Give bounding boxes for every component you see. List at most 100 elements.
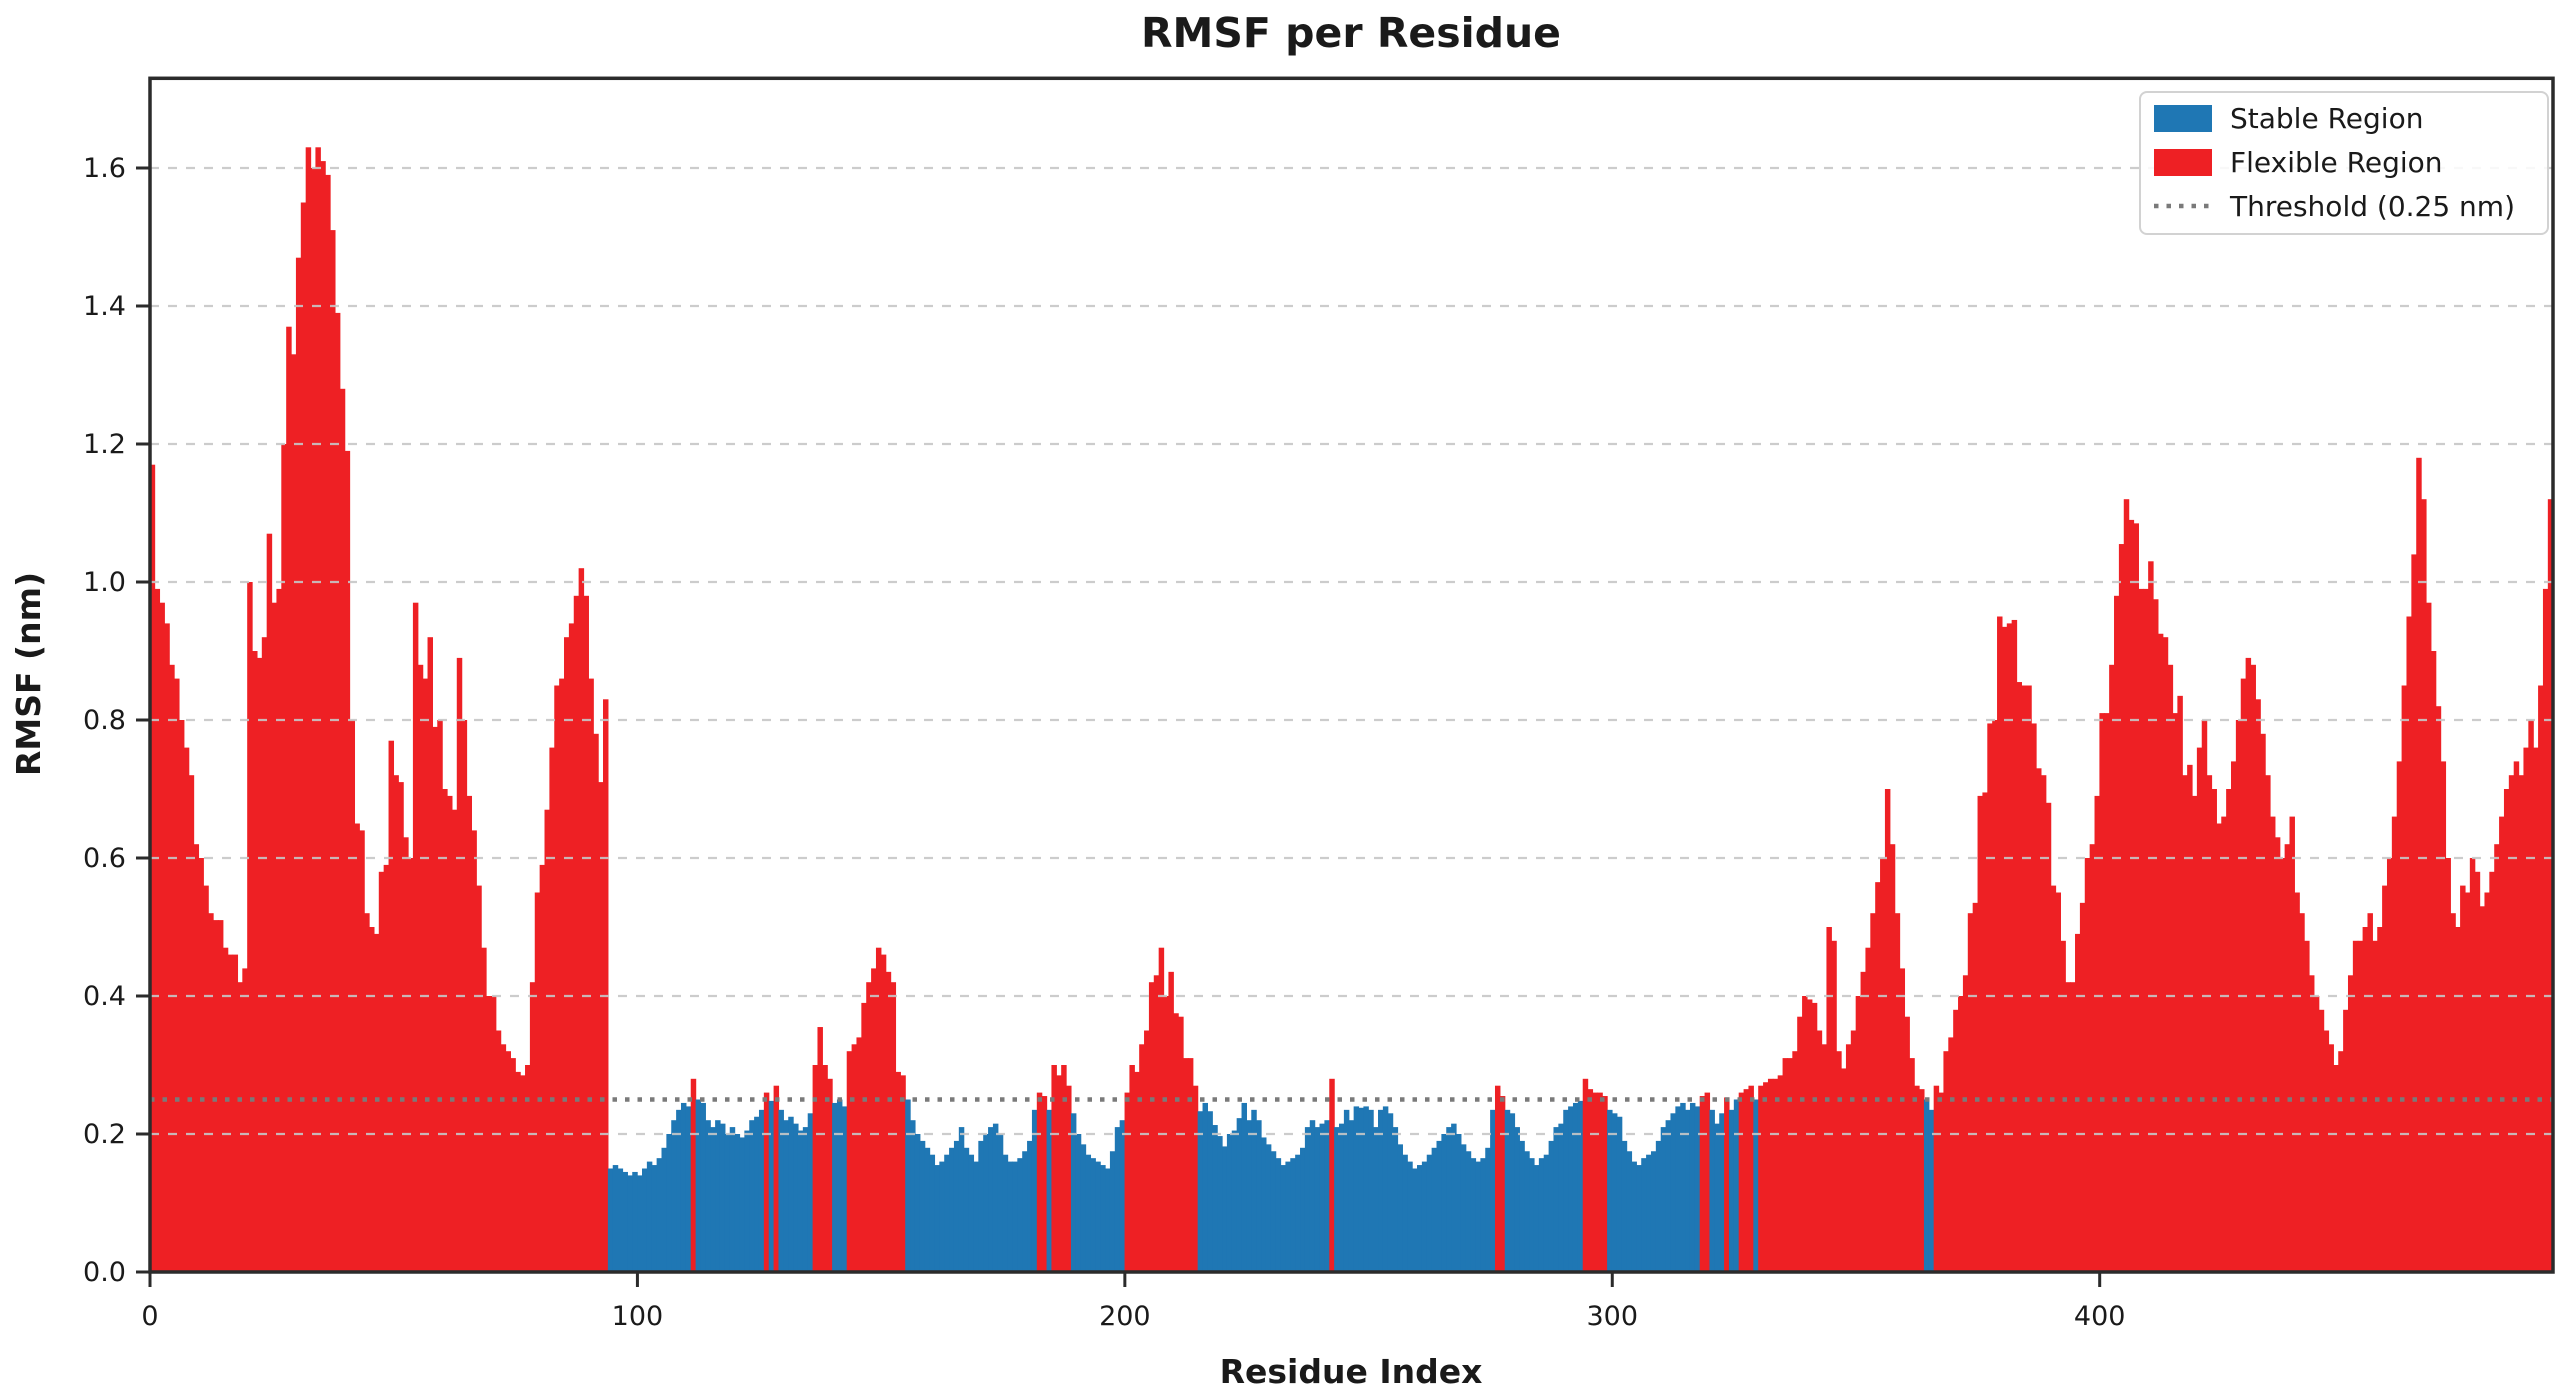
y-axis-ticks: 0.0 0.2 0.4 0.6 0.8 1.0 1.2 1.4 1.6	[83, 153, 149, 1288]
bar-residue-440	[2294, 892, 2300, 1272]
bar-residue-298	[1602, 1096, 1608, 1272]
bar-residue-187	[1061, 1065, 1067, 1272]
bar-residue-102	[646, 1161, 653, 1272]
bar-residue-112	[695, 1099, 702, 1272]
bar-residue-243	[1334, 1127, 1340, 1272]
bar-residue-10	[198, 858, 204, 1272]
bar-residue-149	[875, 947, 882, 1272]
bar-residue-254	[1387, 1113, 1394, 1272]
bar-residue-48	[383, 864, 390, 1272]
bar-residue-478	[2479, 906, 2486, 1272]
bar-residue-199	[1119, 1120, 1126, 1272]
bar-residue-483	[2503, 789, 2510, 1272]
bar-residue-167	[963, 1147, 970, 1272]
bar-residue-114	[705, 1120, 711, 1272]
bar-residue-51	[398, 782, 404, 1272]
bar-residue-316	[1689, 1102, 1696, 1272]
bar-residue-371	[1958, 996, 1964, 1272]
bar-residue-388	[2040, 775, 2047, 1272]
bar-residue-408	[2138, 588, 2144, 1272]
bar-residue-172	[988, 1127, 994, 1272]
bar-residue-19	[242, 968, 248, 1272]
bar-residue-321	[1714, 1123, 1720, 1272]
bar-residue-20	[247, 582, 253, 1272]
bar-residue-460	[2391, 816, 2398, 1272]
bar-residue-162	[939, 1161, 945, 1272]
bar-residue-52	[403, 837, 409, 1272]
bar-residue-301	[1616, 1116, 1623, 1272]
bar-residue-131	[788, 1116, 794, 1272]
bar-residue-411	[2153, 599, 2159, 1272]
bar-residue-100	[637, 1175, 643, 1272]
bar-residue-198	[1114, 1127, 1121, 1272]
bar-residue-436	[2274, 837, 2281, 1272]
bar-residue-422	[2206, 775, 2213, 1272]
bar-residue-121	[739, 1137, 745, 1272]
bar-residue-281	[1519, 1140, 1525, 1272]
bar-residue-69	[486, 996, 492, 1272]
bar-residue-152	[890, 982, 897, 1272]
bar-residue-85	[564, 637, 570, 1272]
bar-residue-464	[2411, 554, 2417, 1272]
bar-residue-324	[1728, 1109, 1735, 1272]
bar-residue-396	[2079, 902, 2086, 1272]
bar-residue-44	[364, 913, 370, 1272]
bar-residue-468	[2430, 651, 2437, 1272]
bar-residue-363	[1919, 1089, 1925, 1272]
bar-residue-264	[1436, 1140, 1442, 1272]
bar-residue-352	[1865, 947, 1871, 1272]
bar-residue-434	[2265, 775, 2271, 1272]
bar-residue-42	[354, 823, 360, 1272]
bar-residue-182	[1036, 1092, 1043, 1272]
y-tick-label-0.6: 0.6	[83, 843, 126, 874]
bar-residue-295	[1587, 1089, 1594, 1272]
bar-residue-205	[1148, 982, 1155, 1272]
bar-residue-190	[1075, 1134, 1082, 1272]
bar-residue-355	[1880, 858, 1886, 1272]
bar-residue-420	[2196, 747, 2203, 1272]
bar-residue-210	[1173, 1013, 1179, 1272]
bar-residue-143	[846, 1051, 853, 1272]
bar-residue-180	[1027, 1140, 1033, 1272]
bar-residue-386	[2031, 723, 2037, 1272]
bar-residue-268	[1456, 1134, 1462, 1272]
bar-residue-86	[568, 623, 575, 1272]
bar-residue-76	[520, 1075, 526, 1272]
bar-residue-178	[1017, 1158, 1023, 1272]
bar-residue-99	[632, 1171, 638, 1272]
bar-residue-67	[476, 885, 482, 1272]
bar-residue-367	[1938, 1092, 1945, 1272]
bar-residue-283	[1529, 1158, 1535, 1272]
bar-residue-124	[754, 1116, 760, 1272]
bar-residue-459	[2386, 858, 2393, 1272]
bar-residue-437	[2279, 858, 2286, 1272]
bar-residue-265	[1441, 1134, 1447, 1272]
bar-residue-294	[1582, 1078, 1589, 1272]
bar-residue-353	[1870, 913, 1876, 1272]
bar-residue-130	[783, 1120, 789, 1272]
legend-label-stable: Stable Region	[2230, 102, 2423, 135]
bar-residue-293	[1577, 1100, 1584, 1272]
bar-residue-417	[2182, 775, 2188, 1272]
bar-residue-171	[983, 1134, 989, 1272]
bar-residue-21	[252, 651, 258, 1272]
bar-residue-186	[1056, 1075, 1062, 1272]
bar-residue-380	[2001, 626, 2008, 1272]
bar-residue-290	[1563, 1109, 1569, 1272]
bar-residue-457	[2377, 927, 2383, 1272]
legend-swatch-stable	[2154, 105, 2212, 132]
bar-residue-370	[1953, 1009, 1959, 1272]
bar-residue-382	[2011, 619, 2018, 1272]
bar-residue-252	[1378, 1109, 1384, 1272]
y-tick-label-0.2: 0.2	[83, 1119, 126, 1150]
bar-residue-425	[2221, 816, 2227, 1272]
x-tick-label-300: 300	[1586, 1301, 1638, 1332]
bar-residue-487	[2523, 747, 2529, 1272]
bar-residue-191	[1080, 1144, 1087, 1272]
bar-residue-222	[1231, 1130, 1238, 1272]
bar-residue-87	[573, 595, 580, 1272]
bar-residue-56	[422, 678, 429, 1272]
bar-residue-369	[1948, 1037, 1954, 1272]
bar-residue-392	[2060, 940, 2066, 1272]
bar-residue-426	[2226, 789, 2232, 1272]
